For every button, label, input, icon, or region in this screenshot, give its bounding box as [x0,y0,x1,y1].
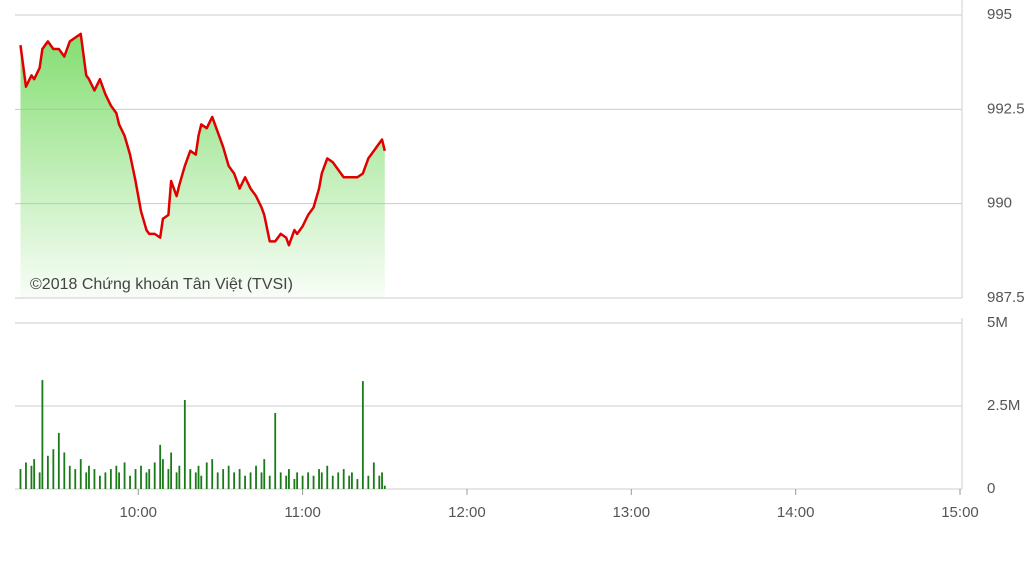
volume-bar [109,469,112,489]
volume-bar [351,472,353,489]
volume-bar [41,380,44,489]
volume-bar [140,465,142,489]
volume-bar [348,475,351,489]
volume-bar [145,472,148,489]
volume-bar [123,462,126,489]
volume-bar [167,469,170,489]
volume-bar [312,475,315,489]
volume-bar [183,400,186,489]
volume-bar [307,472,309,489]
volume-bar [57,432,60,489]
volume-bar [178,465,181,489]
volume-bar [159,444,162,489]
volume-bar [268,475,271,489]
x-tick-label: 12:00 [448,504,486,521]
x-tick-label: 15:00 [941,504,979,521]
y-tick-label: 987.5 [987,289,1025,306]
volume-bar [227,465,230,489]
volume-bar [129,475,131,489]
volume-bar [148,469,151,489]
volume-bar [342,469,345,489]
volume-bar [263,459,266,489]
volume-bar [79,459,82,489]
volume-bar [175,472,178,489]
volume-bar [88,465,90,489]
x-tick-label: 11:00 [284,504,320,521]
y-tick-label: 2.5M [987,397,1020,414]
volume-bar [381,472,383,489]
area [20,33,385,298]
volume-bar [200,475,203,489]
volume-bar [383,485,386,489]
y-tick-label: 995 [987,6,1012,23]
volume-bar [189,469,192,489]
volume-bar [378,475,381,489]
y-tick-label: 990 [987,195,1012,212]
volume-bar [326,465,329,489]
volume-bar [197,465,200,489]
volume-bar [293,479,296,489]
volume-bar [19,469,22,489]
volume-bar [337,472,340,489]
volume-bar [244,475,246,489]
volume-bar [104,472,107,489]
volume-bar [320,472,323,489]
volume-bar [255,465,257,489]
volume-bar [238,469,241,489]
volume-bar [74,469,77,489]
volume-bar [25,462,27,489]
volume-bar [170,452,173,489]
volume-bar [356,479,359,489]
y-tick-label: 5M [987,314,1008,331]
volume-bar [301,475,304,489]
volume-bar [260,472,263,489]
y-tick-label: 0 [987,480,995,497]
volume-bar [361,381,364,489]
volume-bar [115,465,118,489]
volume-bar [274,412,277,489]
volume-bar [279,472,282,489]
volume-bar [33,459,36,489]
volume-bar [372,462,375,489]
x-tick-label: 13:00 [613,504,651,521]
volume-bar [222,469,225,489]
volume-bar [216,472,219,489]
volume-bar [118,472,120,489]
volume-bar [331,475,334,489]
volume-bar [134,469,137,489]
x-tick-label: 14:00 [777,504,815,521]
volume-bar [38,472,41,489]
volume-bar [288,469,290,489]
volume-bar [52,449,55,489]
volume-bar [205,462,208,489]
volume-bar [285,475,288,489]
volume-bar [63,452,66,489]
y-tick-label: 992.5 [987,100,1025,117]
volume-bar [68,465,71,489]
volume-bar [46,455,49,489]
volume-bar [318,469,320,489]
volume-bar [211,459,214,489]
volume-bar [367,475,370,489]
price-line [19,32,386,247]
volume-bar [249,472,252,489]
volume-bar [194,472,197,489]
volume-bar [30,465,33,489]
watermark: ©2018 Chứng khoán Tân Việt (TVSI) [30,276,293,293]
volume-bar [296,472,299,489]
volume-bar [93,469,96,489]
volume-bar [99,475,101,489]
x-tick-label: 10:00 [119,504,157,521]
volume-bar [233,472,236,489]
volume-bar [162,459,164,489]
volume-bar [85,472,88,489]
volume-bar [153,462,156,489]
